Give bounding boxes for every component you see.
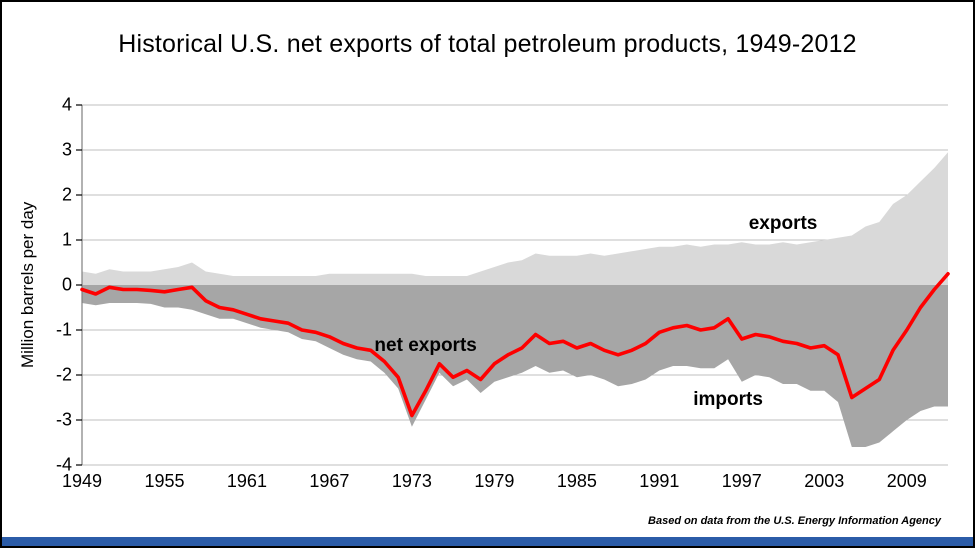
- annotation-exports: exports: [748, 213, 818, 235]
- net-exports-line: [80, 272, 950, 418]
- y-tick-label: -4: [55, 454, 72, 475]
- annotation-imports: imports: [693, 388, 763, 410]
- x-tick-label: 2003: [804, 471, 845, 491]
- annotation-net-exports: net exports: [374, 334, 477, 356]
- x-tick-label: 1955: [144, 471, 185, 491]
- y-tick-label: -1: [55, 319, 72, 340]
- source-note: Based on data from the U.S. Energy Infor…: [648, 515, 941, 527]
- y-tick-label: 2: [61, 184, 72, 205]
- x-tick-label: 1961: [226, 471, 267, 491]
- plot-area: [76, 104, 950, 466]
- x-tick-label: 2009: [886, 471, 927, 491]
- imports-area: [82, 285, 948, 447]
- y-tick-label: -2: [55, 364, 72, 385]
- x-tick-label: 1973: [391, 471, 432, 491]
- exports-area: [82, 152, 948, 285]
- x-tick-label: 1997: [721, 471, 762, 491]
- x-tick-label: 1991: [639, 471, 680, 491]
- y-tick-label: 0: [61, 274, 72, 295]
- x-tick-label: 1979: [474, 471, 515, 491]
- y-tick-label: 3: [61, 139, 72, 160]
- chart-title: Historical U.S. net exports of total pet…: [118, 30, 857, 58]
- y-tick-label: -3: [55, 409, 72, 430]
- x-tick-label: 1949: [61, 471, 103, 491]
- y-tick-label: 4: [61, 94, 72, 115]
- bottom-accent-bar: [2, 537, 973, 546]
- x-tick-label: 1985: [556, 471, 597, 491]
- x-tick-label: 1967: [309, 471, 350, 491]
- y-tick-label: 1: [61, 229, 72, 250]
